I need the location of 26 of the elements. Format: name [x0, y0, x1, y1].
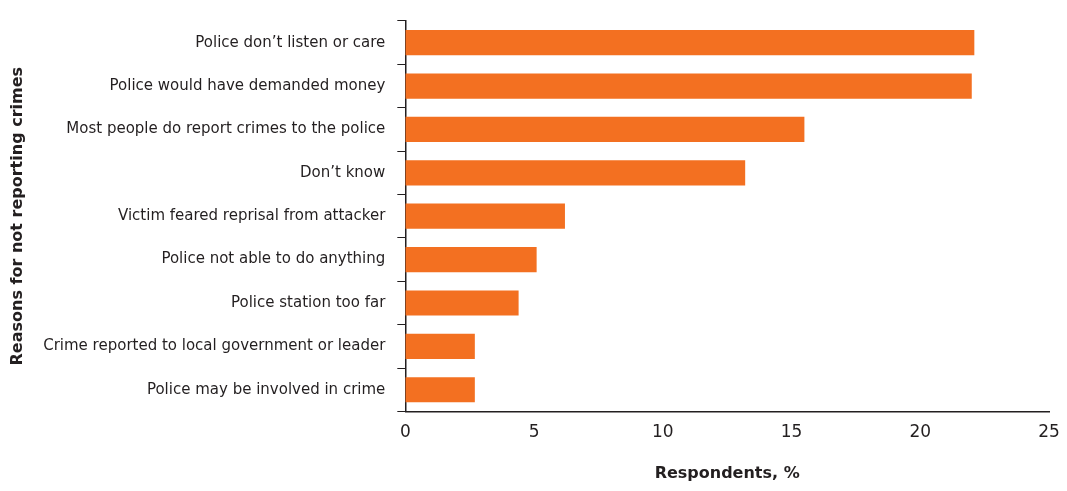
x-tick-label: 10	[651, 421, 674, 442]
bar	[405, 203, 565, 229]
y-axis-title: Reasons for not reporting crimes	[6, 66, 26, 366]
x-tick-label: 25	[1038, 421, 1060, 442]
y-tick-label: Don’t know	[300, 162, 386, 181]
y-tick-label: Most people do report crimes to the police	[66, 119, 386, 138]
bar	[405, 333, 475, 359]
y-tick-label: Police station too far	[231, 292, 387, 311]
y-tick-label: Police not able to do anything	[161, 249, 386, 268]
bar	[405, 290, 519, 316]
bar	[405, 30, 975, 56]
bar	[405, 160, 746, 186]
y-tick-label: Police would have demanded money	[109, 75, 386, 94]
bar	[405, 116, 805, 143]
y-tick-label: Police don’t listen or care	[195, 32, 386, 51]
bar	[405, 247, 537, 273]
bar	[405, 377, 475, 403]
y-tick-label: Crime reported to local government or leader	[43, 336, 387, 355]
x-tick-label: 20	[909, 421, 932, 442]
x-axis-title: Respondents, %	[654, 462, 800, 482]
x-tick-label: 5	[528, 421, 540, 442]
x-tick-label: 0	[399, 421, 411, 442]
y-tick-label: Victim feared reprisal from attacker	[118, 206, 387, 225]
bar	[405, 73, 972, 99]
x-tick-label: 15	[780, 421, 803, 442]
y-tick-label: Police may be involved in crime	[146, 379, 386, 398]
